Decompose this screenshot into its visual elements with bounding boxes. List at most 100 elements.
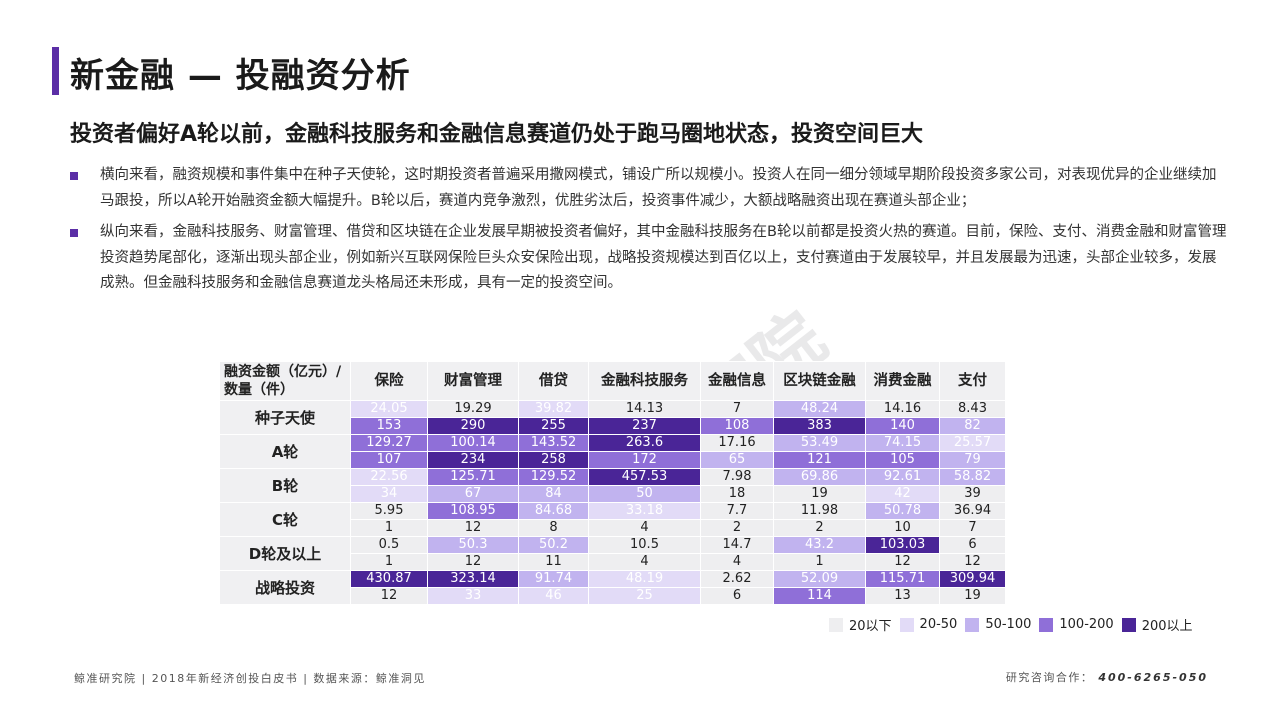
- legend-swatch: [1039, 617, 1054, 632]
- legend-swatch: [1121, 617, 1136, 632]
- amount-cell: 50.3: [427, 536, 519, 554]
- amount-cell: 103.03: [865, 536, 940, 554]
- table-row-amount: C轮 5.95 108.95 84.68 33.18 7.7 11.98 50.78 36.94: [219, 502, 1006, 537]
- bullet-square-icon: [70, 172, 78, 180]
- row-header: 种子天使: [219, 400, 351, 435]
- count-cell: 25: [588, 587, 701, 605]
- count-cell: 42: [865, 485, 940, 503]
- amount-cell: 43.2: [773, 536, 866, 554]
- legend-item: 20以下: [829, 615, 892, 634]
- legend-swatch: [899, 617, 914, 632]
- bullet-text: 纵向来看，金融科技服务、财富管理、借贷和区块链在企业发展早期被投资者偏好，其中金…: [100, 224, 1227, 291]
- table-row-amount: B轮 22.56 125.71 129.52 457.53 7.98 69.86 92.61 5…: [219, 468, 1006, 503]
- count-cell: 34: [350, 485, 428, 503]
- legend-item: 200以上: [1121, 615, 1193, 634]
- legend-label: 20-50: [919, 617, 958, 632]
- column-header: 保险: [350, 361, 428, 401]
- table-row-count: 1 12 8 4 2 2 10 7: [220, 519, 1006, 537]
- count-cell: 19: [939, 587, 1006, 605]
- amount-cell: 309.94: [939, 570, 1006, 588]
- column-header: 消费金融: [865, 361, 940, 401]
- count-cell: 121: [773, 451, 866, 469]
- count-cell: 8: [518, 519, 589, 537]
- amount-cell: 10.5: [588, 536, 701, 554]
- amount-cell: 0.5: [350, 536, 428, 554]
- count-cell: 67: [427, 485, 519, 503]
- bullet-list: 横向来看，融资规模和事件集中在种子天使轮，这时期投资者普遍采用撒网模式，铺设广所…: [70, 163, 1230, 303]
- row-header: A轮: [219, 434, 351, 469]
- count-cell: 65: [700, 451, 774, 469]
- count-cell: 234: [427, 451, 519, 469]
- amount-cell: 8.43: [939, 400, 1006, 418]
- count-cell: 1: [350, 553, 428, 571]
- column-header: 借贷: [518, 361, 589, 401]
- count-cell: 105: [865, 451, 940, 469]
- amount-cell: 17.16: [700, 434, 774, 452]
- row-header: 战略投资: [219, 570, 351, 605]
- count-cell: 10: [865, 519, 940, 537]
- amount-cell: 263.6: [588, 434, 701, 452]
- count-cell: 255: [518, 417, 589, 435]
- table-body: 种子天使 24.05 19.29 39.82 14.13 7 48.24 14.16 8.43 1…: [219, 400, 1006, 605]
- page-subtitle: 投资者偏好A轮以前，金融科技服务和金融信息赛道仍处于跑马圈地状态，投资空间巨大: [70, 122, 924, 147]
- table-row-amount: 战略投资 430.87 323.14 91.74 48.19 2.62 52.09 115.7…: [219, 570, 1006, 605]
- count-cell: 12: [350, 587, 428, 605]
- count-cell: 172: [588, 451, 701, 469]
- legend-label: 50-100: [985, 617, 1032, 632]
- amount-cell: 6: [939, 536, 1006, 554]
- column-header: 财富管理: [427, 361, 519, 401]
- amount-cell: 14.16: [865, 400, 940, 418]
- count-cell: 237: [588, 417, 701, 435]
- legend-label: 20以下: [849, 619, 892, 634]
- table-row-count: 1 12 11 4 4 1 12 12: [220, 553, 1006, 571]
- count-cell: 108: [700, 417, 774, 435]
- amount-cell: 22.56: [350, 468, 428, 486]
- count-cell: 114: [773, 587, 866, 605]
- count-cell: 12: [939, 553, 1006, 571]
- count-cell: 19: [773, 485, 866, 503]
- table-row-count: 107 234 258 172 65 121 105 79: [220, 451, 1006, 469]
- amount-cell: 69.86: [773, 468, 866, 486]
- amount-cell: 2.62: [700, 570, 774, 588]
- legend-label: 100-200: [1059, 617, 1114, 632]
- amount-cell: 14.7: [700, 536, 774, 554]
- amount-cell: 7.98: [700, 468, 774, 486]
- count-cell: 258: [518, 451, 589, 469]
- amount-cell: 48.19: [588, 570, 701, 588]
- count-cell: 4: [700, 553, 774, 571]
- table-row-count: 153 290 255 237 108 383 140 82: [220, 417, 1006, 435]
- amount-cell: 50.2: [518, 536, 589, 554]
- bullet-text: 横向来看，融资规模和事件集中在种子天使轮，这时期投资者普遍采用撒网模式，铺设广所…: [100, 167, 1217, 209]
- amount-cell: 100.14: [427, 434, 519, 452]
- count-cell: 383: [773, 417, 866, 435]
- amount-cell: 323.14: [427, 570, 519, 588]
- amount-cell: 125.71: [427, 468, 519, 486]
- count-cell: 13: [865, 587, 940, 605]
- count-cell: 11: [518, 553, 589, 571]
- amount-cell: 457.53: [588, 468, 701, 486]
- legend-item: 100-200: [1039, 617, 1114, 632]
- table-header-row: 融资金额（亿元）/数量（件） 保险 财富管理 借贷 金融科技服务 金融信息 区块…: [219, 361, 1006, 401]
- amount-cell: 50.78: [865, 502, 940, 520]
- amount-cell: 14.13: [588, 400, 701, 418]
- amount-cell: 74.15: [865, 434, 940, 452]
- table-row-amount: D轮及以上 0.5 50.3 50.2 10.5 14.7 43.2 103.03 6: [219, 536, 1006, 571]
- row-header: C轮: [219, 502, 351, 537]
- amount-cell: 33.18: [588, 502, 701, 520]
- count-cell: 7: [939, 519, 1006, 537]
- amount-cell: 115.71: [865, 570, 940, 588]
- column-header: 支付: [939, 361, 1006, 401]
- bullet-square-icon: [70, 229, 78, 237]
- count-cell: 12: [427, 519, 519, 537]
- amount-cell: 430.87: [350, 570, 428, 588]
- table-row-amount: A轮 129.27 100.14 143.52 263.6 17.16 53.49 74.15…: [219, 434, 1006, 469]
- amount-cell: 91.74: [518, 570, 589, 588]
- legend-item: 20-50: [899, 617, 958, 632]
- count-cell: 84: [518, 485, 589, 503]
- count-cell: 6: [700, 587, 774, 605]
- bullet-item: 横向来看，融资规模和事件集中在种子天使轮，这时期投资者普遍采用撒网模式，铺设广所…: [70, 163, 1230, 214]
- amount-cell: 129.52: [518, 468, 589, 486]
- amount-cell: 25.57: [939, 434, 1006, 452]
- amount-cell: 129.27: [350, 434, 428, 452]
- amount-cell: 84.68: [518, 502, 589, 520]
